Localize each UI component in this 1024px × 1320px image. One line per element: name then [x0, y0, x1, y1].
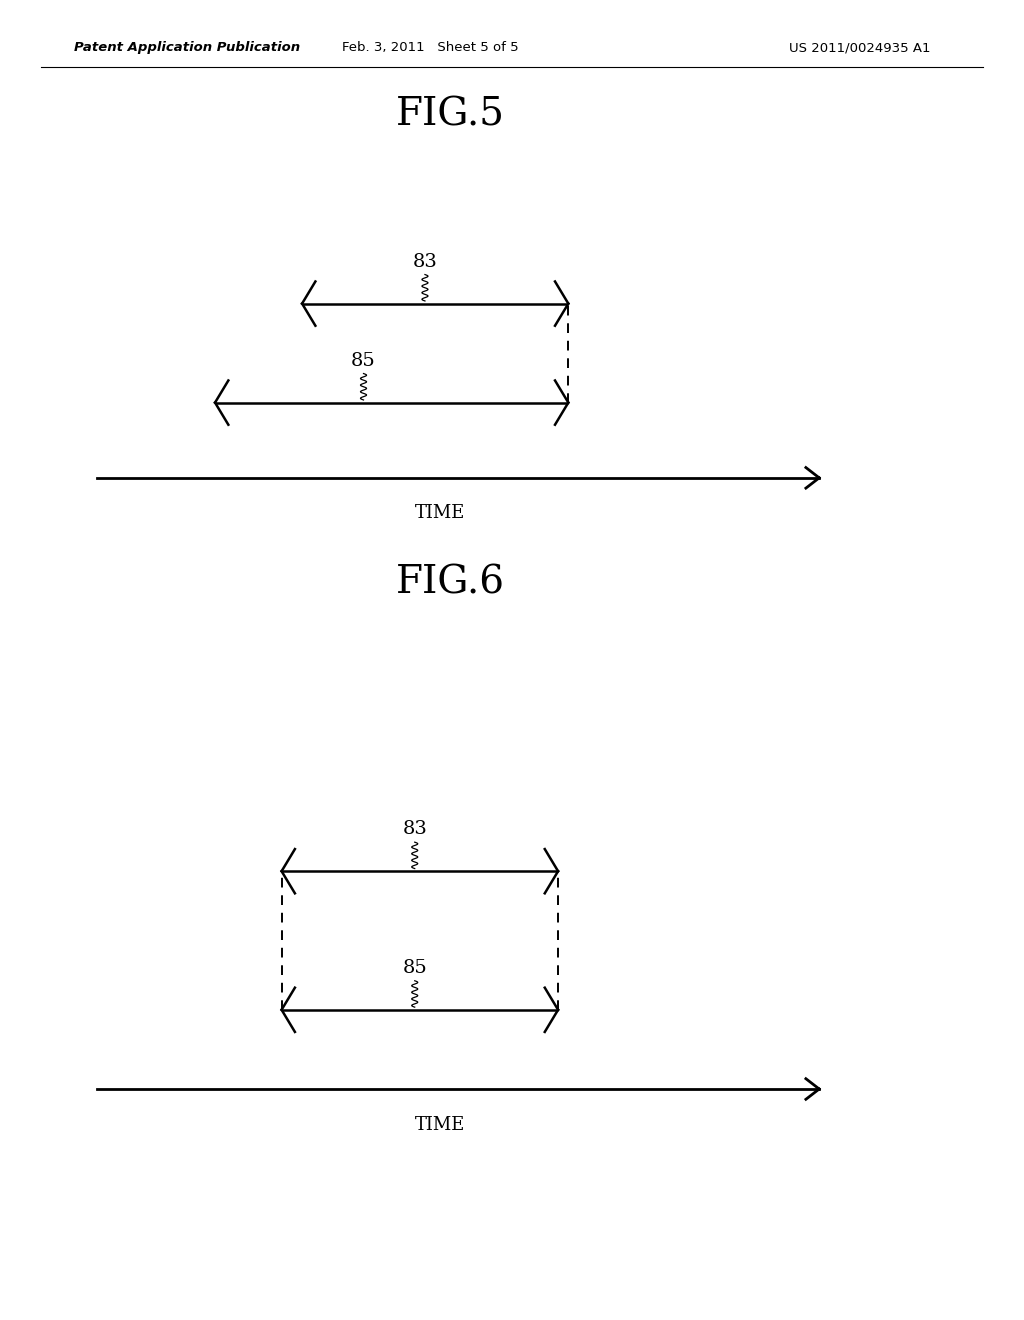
Text: US 2011/0024935 A1: US 2011/0024935 A1: [790, 41, 931, 54]
Text: 85: 85: [351, 351, 376, 370]
Text: Patent Application Publication: Patent Application Publication: [74, 41, 300, 54]
Text: FIG.6: FIG.6: [396, 565, 505, 602]
Text: TIME: TIME: [415, 1115, 466, 1134]
Text: 83: 83: [402, 820, 427, 838]
Text: 85: 85: [402, 958, 427, 977]
Text: TIME: TIME: [415, 504, 466, 523]
Text: 83: 83: [413, 252, 437, 271]
Text: FIG.5: FIG.5: [396, 96, 505, 133]
Text: Feb. 3, 2011   Sheet 5 of 5: Feb. 3, 2011 Sheet 5 of 5: [342, 41, 518, 54]
